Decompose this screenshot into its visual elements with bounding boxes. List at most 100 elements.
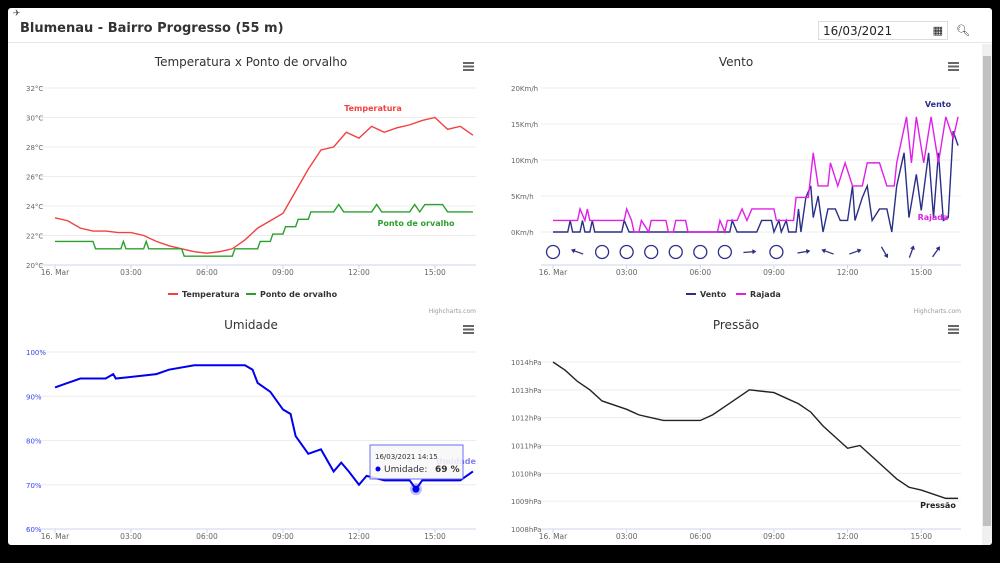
x-tick-label: 15:00 xyxy=(910,532,932,541)
series-line-vento xyxy=(553,130,959,235)
y-tick-label: 1014hPa xyxy=(511,359,541,367)
app-window: ✈ Blumenau - Bairro Progresso (55 m) 16/… xyxy=(8,8,992,545)
arrow-head xyxy=(910,245,915,251)
legend-label: Rajada xyxy=(750,290,781,299)
chart-pres: Pressão 1008hPa 1009hPa 1010hPa 1011hPa 1012h… xyxy=(511,318,961,541)
series-data-label: Vento xyxy=(925,100,952,109)
series-data-label: Temperatura xyxy=(344,104,402,113)
legend-label: Ponto de orvalho xyxy=(260,290,338,299)
wind-direction-arrow-icon xyxy=(849,248,862,255)
y-tick-label: 5Km/h xyxy=(511,193,534,201)
arrow-head xyxy=(570,248,576,254)
y-tick-label: 20°C xyxy=(26,262,43,270)
y-tick-label: 1013hPa xyxy=(511,387,541,395)
tooltip-box xyxy=(369,444,464,480)
scrollbar-thumb[interactable] xyxy=(983,56,991,526)
x-tick-label: 12:00 xyxy=(348,268,370,277)
x-tick-label: 06:00 xyxy=(196,268,218,277)
legend-item[interactable]: Temperatura xyxy=(168,290,240,299)
page-title: Blumenau - Bairro Progresso (55 m) xyxy=(20,21,284,36)
wind-calm-icon xyxy=(545,244,561,260)
series-line-umidade xyxy=(54,364,474,491)
chart-menu-icon[interactable] xyxy=(948,62,959,71)
x-tick-label: 15:00 xyxy=(910,268,932,277)
arrow-head xyxy=(856,248,862,254)
x-tick-label: 03:00 xyxy=(120,268,142,277)
y-tick-label: 1012hPa xyxy=(511,415,541,423)
x-tick-label: 06:00 xyxy=(689,268,711,277)
chart-vento: Vento 0Km/h 5Km/h 10Km/h 15Km/h 20Km/h 16. Mar… xyxy=(511,55,961,315)
wind-calm-icon xyxy=(644,244,659,260)
search-icon[interactable]: 🔍︎ xyxy=(956,24,970,37)
y-tick-label: 15Km/h xyxy=(511,121,538,129)
arrow-head xyxy=(935,246,940,251)
y-tick-label: 0Km/h xyxy=(511,229,534,237)
x-tick-label: 16. Mar xyxy=(41,268,70,277)
y-tick-label: 30°C xyxy=(26,115,43,123)
chart-title: Umidade xyxy=(224,318,278,332)
tooltip-label: Umidade: xyxy=(384,465,427,475)
y-tick-label: 1009hPa xyxy=(511,498,541,506)
menu-line xyxy=(463,69,474,71)
menu-line xyxy=(948,325,959,327)
series-line-pressão xyxy=(552,361,959,500)
pin-icon[interactable]: ✈ xyxy=(13,9,21,19)
wind-direction-arrow-icon xyxy=(797,249,811,254)
credits-link[interactable]: Highcharts.com xyxy=(429,308,476,315)
wind-calm-icon xyxy=(668,244,683,260)
chart-title: Temperatura x Ponto de orvalho xyxy=(154,55,347,69)
wind-direction-arrow-icon xyxy=(570,248,584,255)
y-tick-label: 10Km/h xyxy=(511,157,538,165)
wind-calm-icon xyxy=(619,244,634,260)
chart-menu-icon[interactable] xyxy=(463,325,474,334)
tooltip-marker xyxy=(375,466,381,472)
y-tick-label: 1008hPa xyxy=(511,526,541,534)
y-tick-label: 60% xyxy=(26,526,42,534)
date-input[interactable]: 16/03/2021 ▦ xyxy=(818,21,948,40)
tooltip: 16/03/2021 14:15 Umidade: 69 % xyxy=(369,444,464,480)
x-tick-label: 03:00 xyxy=(120,532,142,541)
charts-area: Temperatura x Ponto de orvalho 20°C 22°C 24… xyxy=(26,55,961,541)
series-data-label: Pressão xyxy=(920,501,956,510)
arrow-head xyxy=(883,253,889,259)
wind-direction-arrow-icon xyxy=(880,246,889,259)
arrow-head xyxy=(805,249,811,254)
arrow-head xyxy=(821,248,826,254)
wind-direction-arrow-icon xyxy=(743,249,757,255)
chart-umid: Umidade 60% 70% 80% 90% 100% 16. Mar 03:00 06:00… xyxy=(26,318,476,541)
x-tick-label: 06:00 xyxy=(689,532,711,541)
y-tick-label: 22°C xyxy=(26,233,43,241)
x-tick-label: 09:00 xyxy=(272,532,294,541)
tooltip-value: 69 % xyxy=(435,465,460,475)
y-tick-label: 70% xyxy=(26,482,42,490)
y-tick-label: 28°C xyxy=(26,144,43,152)
scrollbar[interactable] xyxy=(982,44,992,545)
x-tick-label: 09:00 xyxy=(763,268,785,277)
y-tick-label: 26°C xyxy=(26,174,43,182)
x-tick-label: 12:00 xyxy=(837,268,859,277)
chart-menu-icon[interactable] xyxy=(948,325,959,334)
x-tick-label: 16. Mar xyxy=(41,532,70,541)
y-tick-label: 1011hPa xyxy=(511,443,541,451)
menu-line xyxy=(948,65,959,68)
y-tick-label: 1010hPa xyxy=(511,470,541,478)
x-tick-label: 16. Mar xyxy=(539,532,568,541)
menu-line xyxy=(948,69,959,71)
series-data-label: Ponto de orvalho xyxy=(377,219,455,228)
header: ✈ Blumenau - Bairro Progresso (55 m) 16/… xyxy=(8,8,992,43)
credits-link[interactable]: Highcharts.com xyxy=(914,308,961,315)
x-tick-label: 15:00 xyxy=(424,532,446,541)
chart-temp: Temperatura x Ponto de orvalho 20°C 22°C 24… xyxy=(26,55,476,315)
wind-direction-arrow-icon xyxy=(821,248,834,255)
series-line-ponto-de-orvalho xyxy=(55,203,473,257)
x-tick-label: 09:00 xyxy=(763,532,785,541)
chart-menu-icon[interactable] xyxy=(463,62,474,71)
calendar-icon[interactable]: ▦ xyxy=(932,24,943,37)
menu-line xyxy=(948,62,959,64)
menu-line xyxy=(948,332,959,334)
wind-calm-icon xyxy=(594,244,610,260)
legend-item[interactable]: Vento xyxy=(686,290,727,299)
legend-item[interactable]: Rajada xyxy=(736,290,781,299)
legend-item[interactable]: Ponto de orvalho xyxy=(246,290,338,299)
x-tick-label: 03:00 xyxy=(616,268,638,277)
